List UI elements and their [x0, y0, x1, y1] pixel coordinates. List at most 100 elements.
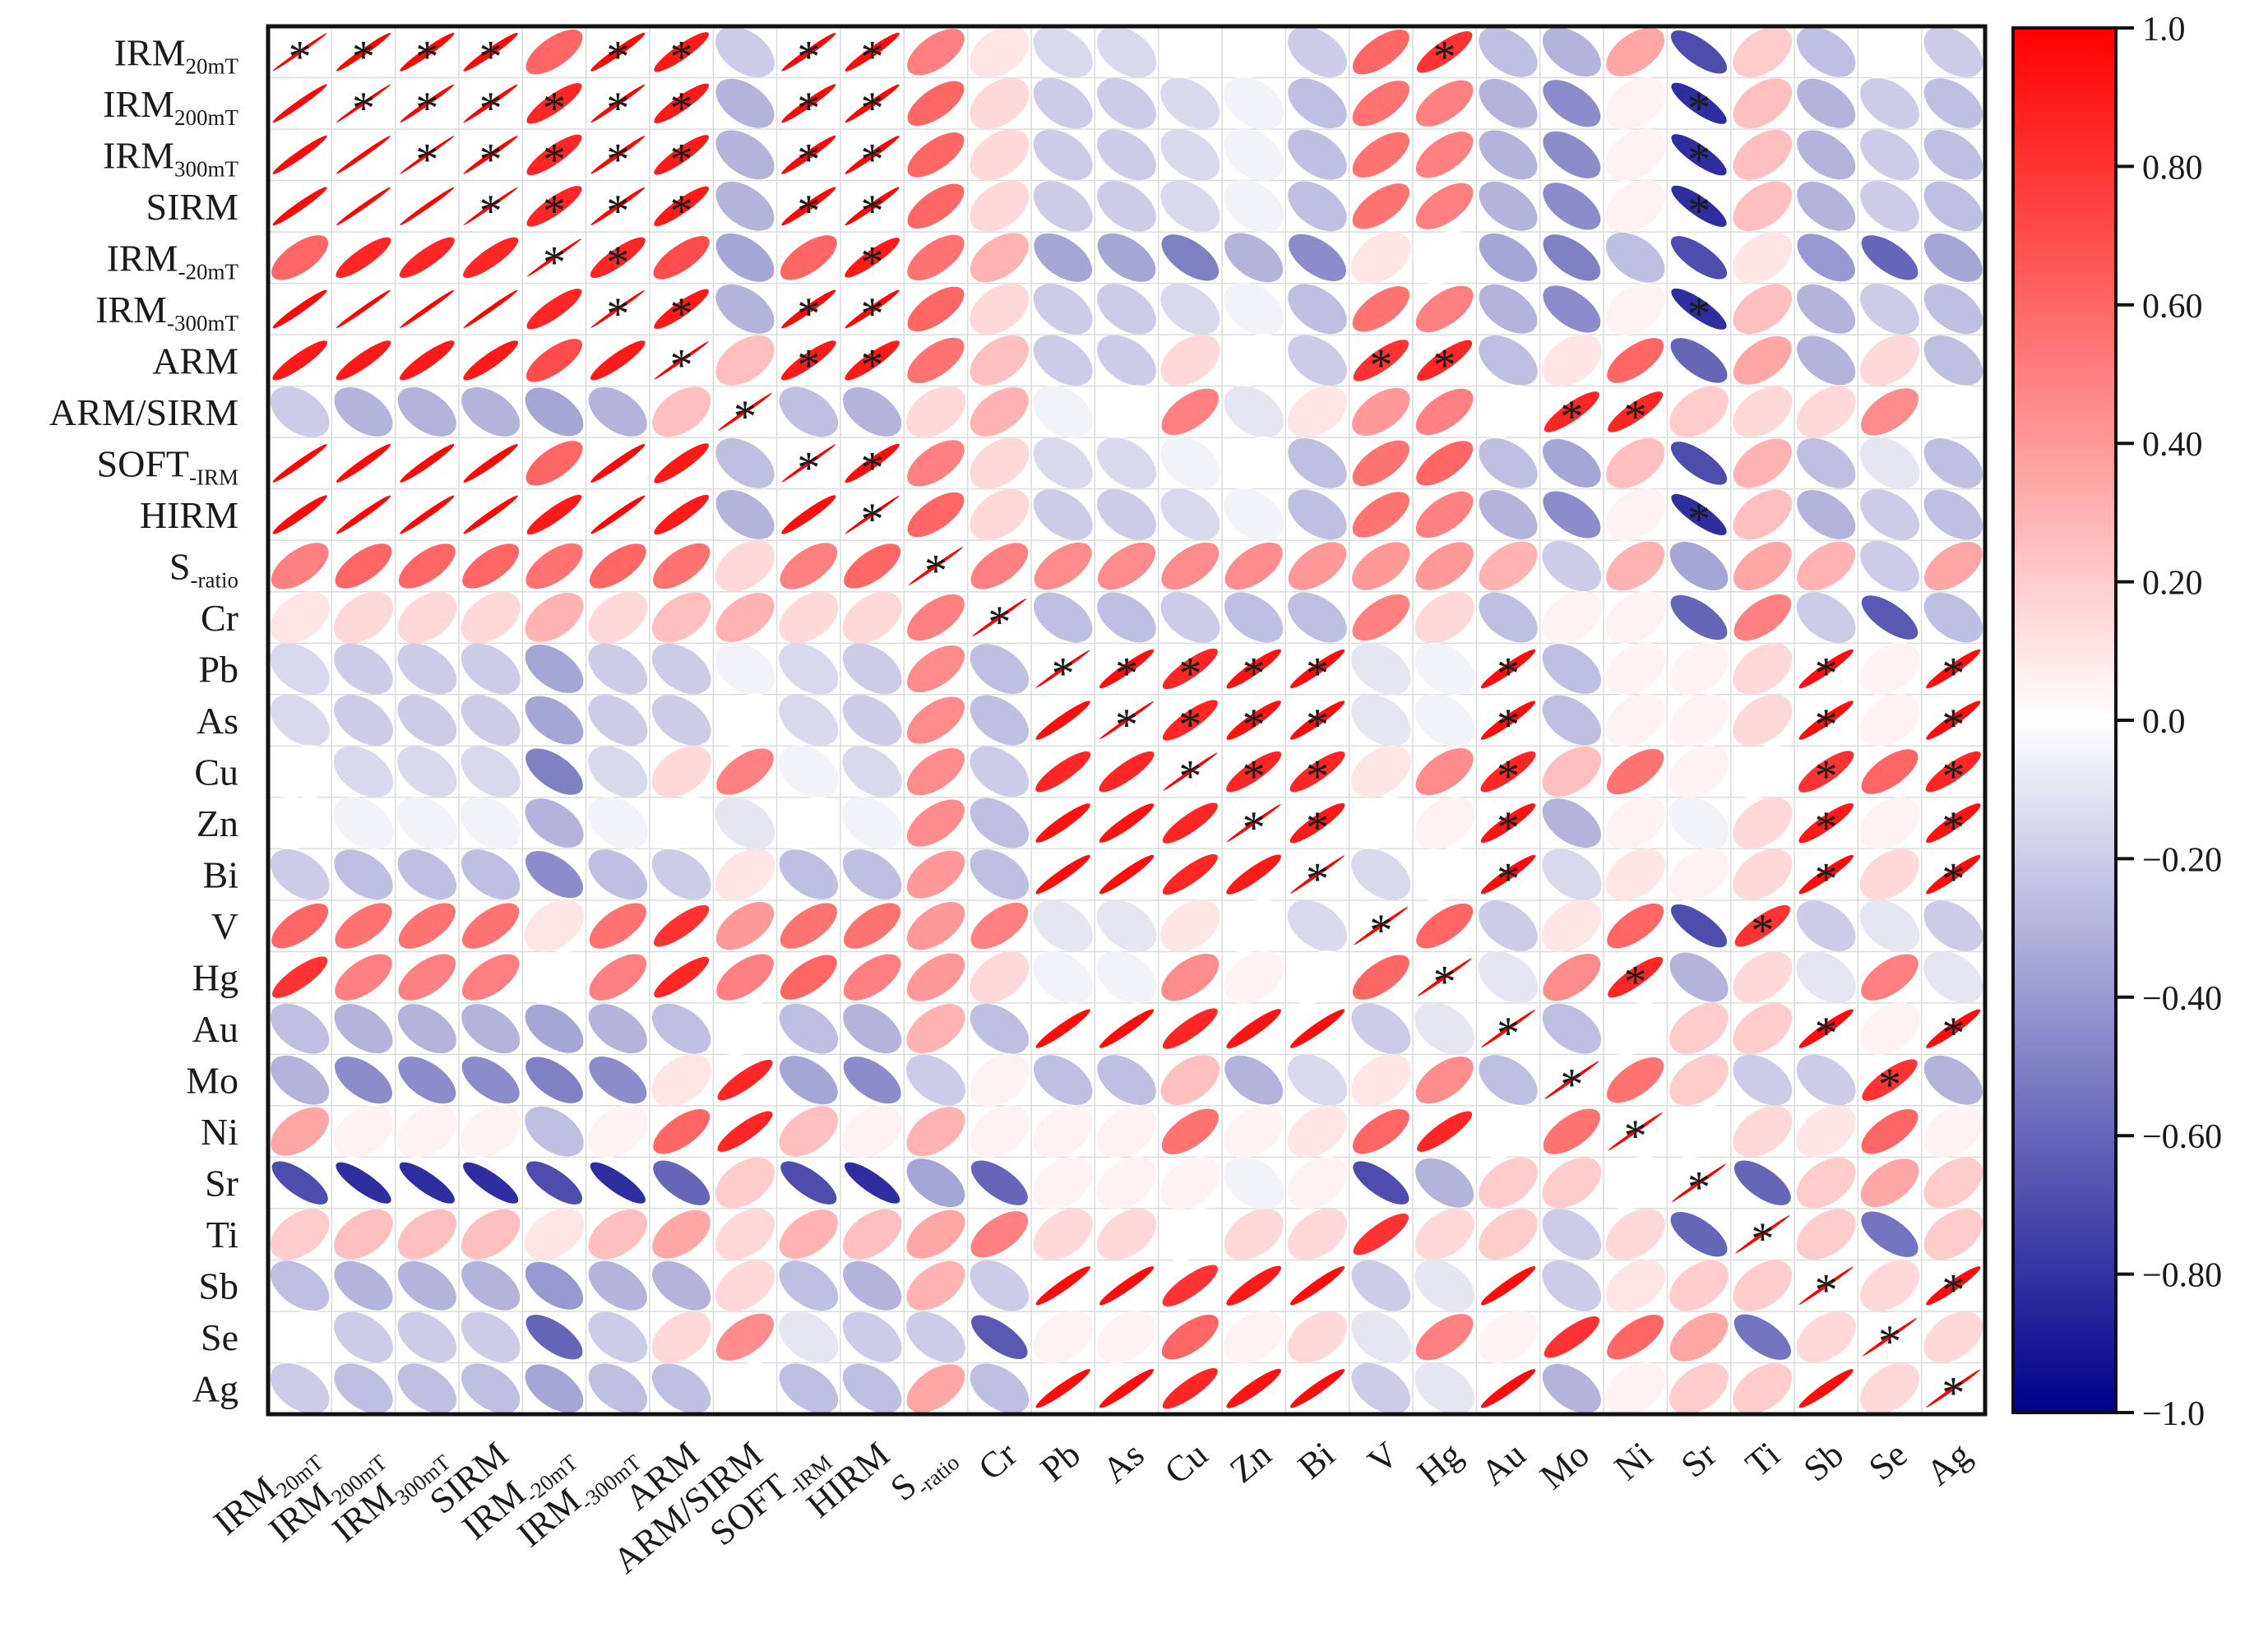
ellipse-sb-irm-20mt	[270, 1260, 330, 1311]
ellipse-hirm-mo	[1543, 491, 1601, 539]
ellipse-cr-au	[1479, 592, 1538, 643]
ellipse-sirm-arm-sirm	[715, 181, 775, 231]
ellipse-irm-300mt-cu	[1160, 283, 1220, 335]
ellipse-hirm-bi	[1288, 489, 1347, 540]
ellipse-as-ni	[1605, 693, 1666, 747]
ellipse-hg-cr	[970, 951, 1030, 1003]
row-label-arm-text: ARM	[152, 340, 238, 382]
ellipse-ti-irm-300mt	[588, 1209, 648, 1260]
significance-star: *	[606, 289, 629, 340]
significance-star: *	[415, 134, 438, 185]
ellipse-arm-soft-irm	[781, 340, 836, 381]
ellipse-soft-irm-au	[1479, 438, 1538, 488]
significance-star: *	[924, 545, 947, 596]
ellipse-bi-as	[1099, 854, 1155, 895]
ellipse-arm-sirm-ni	[1608, 391, 1664, 432]
ellipse-arm-arm-sirm	[715, 335, 775, 386]
ellipse-cr-as	[1097, 592, 1156, 643]
ellipse-irm-20mt-soft-irm	[781, 32, 836, 72]
ellipse-irm-300mt-pb	[1033, 284, 1093, 335]
ellipse-s-ratio-au	[1479, 541, 1538, 591]
ellipse-soft-irm-v	[1352, 440, 1409, 487]
ellipse-irm-20mt-v	[1352, 30, 1409, 75]
ellipse-pb-ni	[1605, 642, 1666, 696]
ellipse-ag-ni	[1605, 1362, 1666, 1415]
ellipse-pb-s-ratio	[906, 645, 965, 693]
ellipse-ti-cu	[1159, 1207, 1220, 1261]
ellipse-mo-zn	[1224, 1055, 1284, 1105]
ellipse-hg-irm-20mt	[524, 950, 585, 1005]
significance-star: *	[543, 134, 566, 185]
ellipse-sr-hg	[1415, 1158, 1474, 1208]
ellipse-ni-sr	[1669, 1104, 1729, 1158]
col-label-ag: Ag	[1919, 1434, 1979, 1493]
ellipse-sb-pb	[1035, 1266, 1090, 1306]
ellipse-mo-se	[1862, 1059, 1918, 1101]
ellipse-sb-arm	[652, 1260, 711, 1311]
ellipse-irm-300mt-irm-300mt	[590, 289, 646, 328]
ellipse-irm-20mt-s-ratio	[907, 234, 965, 281]
row-label-mo: Mo	[186, 1060, 238, 1102]
row-label-irm-300mt-text: IRM	[95, 289, 167, 331]
ellipse-irm-20mt-hirm	[845, 32, 900, 72]
ellipse-bi-arm-sirm	[715, 848, 775, 901]
significance-star: *	[1560, 391, 1583, 442]
row-label-soft-irm-text: SOFT	[97, 442, 189, 484]
ellipse-cu-sirm	[461, 746, 521, 798]
ellipse-ni-cr	[969, 1105, 1030, 1158]
ellipse-cu-s-ratio	[906, 747, 965, 796]
ellipse-soft-irm-pb	[1033, 437, 1093, 489]
ellipse-sr-irm-300mt	[399, 1162, 455, 1204]
ellipse-sirm-ni	[1605, 179, 1666, 233]
ellipse-arm-sirm-sb	[1796, 386, 1856, 438]
ellipse-hg-ni	[1608, 956, 1664, 998]
ellipse-arm-mo	[1542, 334, 1602, 386]
ellipse-bi-irm-200mt	[334, 849, 393, 899]
ellipse-se-soft-irm	[779, 1311, 839, 1363]
ellipse-sb-bi	[1289, 1266, 1345, 1306]
ellipse-sr-v	[1353, 1161, 1409, 1205]
row-label-irm-20mt: IRM20mT	[114, 31, 239, 78]
ellipse-irm-200mt-soft-irm	[781, 84, 836, 123]
ellipse-hirm-irm-300mt	[590, 495, 646, 534]
ellipse-ni-au	[1478, 1104, 1539, 1158]
ellipse-irm-200mt-irm-200mt	[336, 84, 391, 123]
ellipse-bi-sirm	[461, 849, 521, 899]
ellipse-irm-200mt-arm	[654, 83, 709, 123]
row-label-cu: Cu	[194, 752, 238, 793]
significance-star: *	[1815, 854, 1838, 905]
ellipse-hg-irm-200mt	[335, 954, 392, 1001]
row-label-irm-20mt: IRM-20mT	[107, 237, 239, 284]
col-label-pb-text: Pb	[1033, 1434, 1088, 1489]
ellipse-sirm-irm-20mt	[526, 186, 582, 227]
ellipse-irm-300mt-irm-200mt	[336, 289, 391, 329]
col-label-se-text: Se	[1861, 1434, 1914, 1488]
ellipse-s-ratio-pb	[1034, 542, 1092, 590]
ellipse-irm-300mt-bi	[1288, 129, 1347, 180]
ellipse-se-as	[1096, 1311, 1157, 1364]
ellipse-mo-soft-irm	[779, 1056, 838, 1105]
ellipse-sr-sirm	[463, 1162, 519, 1204]
ellipse-sirm-zn	[1224, 179, 1284, 233]
ellipse-mo-irm-300mt	[398, 1057, 456, 1104]
colorbar-tick-label: 1.0	[2142, 11, 2186, 49]
ellipse-irm-20mt-ag	[1923, 233, 1983, 282]
significance-star: *	[543, 237, 566, 288]
row-label-mo-text: Mo	[186, 1060, 238, 1102]
ellipse-cu-ag	[1925, 751, 1981, 793]
ellipse-cu-soft-irm	[778, 745, 839, 798]
ellipse-ni-ni	[1608, 1112, 1663, 1151]
ellipse-ti-sb	[1796, 1209, 1856, 1260]
ellipse-s-ratio-irm-20mt	[525, 543, 583, 590]
row-label-ti-text: Ti	[206, 1214, 238, 1256]
ellipse-as-au	[1480, 701, 1536, 740]
ellipse-ag-ag	[1926, 1369, 1981, 1408]
ellipse-as-irm-20mt	[270, 694, 330, 747]
ellipse-mo-v	[1351, 1054, 1411, 1107]
ellipse-irm-20mt-sb	[1796, 26, 1856, 77]
col-label-au: Au	[1474, 1434, 1534, 1493]
ellipse-arm-sirm-irm-200mt	[334, 386, 393, 437]
row-label-s-ratio: S-ratio	[169, 545, 238, 592]
significance-star: *	[1815, 1008, 1838, 1059]
ellipse-cr-cu	[1160, 592, 1220, 643]
